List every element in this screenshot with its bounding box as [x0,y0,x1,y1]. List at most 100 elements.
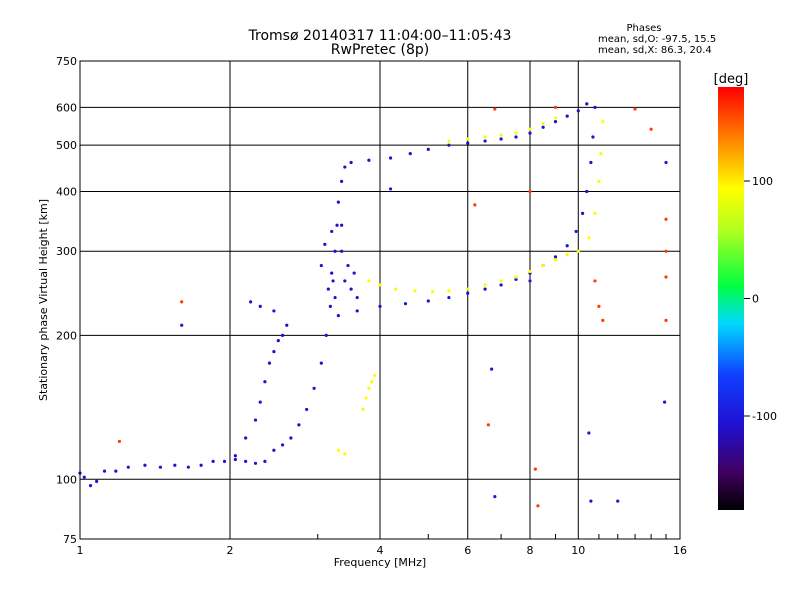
point-F2-O-0 [355,309,359,313]
phases-header: Phases [626,23,661,34]
point-low-E-10 [186,465,190,469]
chart-subtitle: RwPretec (8p) [331,42,429,58]
point-scattered-blue-3 [528,279,532,283]
point-low-E-4 [102,469,107,473]
point-scattered-5 [536,504,540,508]
point-X-low-3 [364,396,368,400]
point-F2-X-11 [541,263,545,268]
point-F2-X-1 [378,283,382,287]
colorbar-tick-label-0: 100 [752,175,773,188]
y-tick-label-6: 600 [56,101,77,114]
point-F1-spread-7 [346,263,350,268]
point-F1-X-3 [499,133,503,137]
point-F1-O-5 [312,386,316,390]
x-axis-ticks: 1 2 4 6 8 10 16 [77,544,688,557]
y-axis-ticks: 75 100 200 300 400 500 600 750 [56,55,77,546]
point-scattered-blue-9 [388,187,393,191]
point-scattered-1 [180,300,184,304]
colorbar [718,87,744,510]
colorbar-tick-label-2: -100 [752,410,777,423]
point-F2-X-3 [413,289,417,293]
point-scattered-10 [649,127,653,131]
plot-frame [79,60,681,540]
data-points [78,102,668,508]
point-F1-spread-1 [323,242,327,247]
point-F1-O-3 [297,423,301,427]
point-F2-O-6 [483,287,487,291]
point-scattered-blue-7 [662,400,667,404]
point-F1-O-6 [319,361,323,365]
point-low-E-13 [222,459,227,463]
point-X-low-6 [372,373,377,377]
y-tick-label-3: 300 [56,245,77,258]
point-F1-spread-10 [336,314,340,318]
point-F1-X-1 [466,137,470,141]
point-low-E-16 [253,461,258,465]
point-low-E-17 [263,459,267,463]
point-E-cusp-5 [267,361,272,365]
point-F2-O-16 [589,160,593,165]
point-scattered-blue-5 [589,499,593,503]
point-low-E-15 [244,459,248,463]
point-F1-spread-11 [355,295,359,300]
point-F1-spread-4 [333,295,337,300]
point-F2-X-16 [593,211,597,215]
point-F2-O-7 [499,283,503,287]
point-F2-X-13 [565,253,569,257]
point-X-low-2 [361,407,365,412]
point-F2-O-5 [466,291,470,295]
point-F1-O-14 [343,165,347,169]
point-scattered-7 [597,304,601,308]
point-F2-O-3 [426,299,430,303]
point-F1-O-1 [280,443,285,447]
point-E-cusp-9 [285,323,289,327]
point-F1-X-0 [447,139,451,143]
point-scattered-8 [601,318,605,322]
point-E-cusp-11 [258,304,262,308]
point-low-E-7 [143,463,147,467]
point-F1-X-7 [553,116,558,120]
point-F1-spread-13 [340,223,344,227]
point-low-E-12 [211,459,215,463]
point-scattered-2 [493,107,497,111]
point-scattered-6 [593,279,597,283]
point-scattered-blue-8 [664,160,668,165]
point-F1-O-29 [576,109,580,113]
point-F2-X-5 [447,289,451,293]
point-scattered-11 [664,217,668,221]
point-low-E-2 [88,484,93,488]
point-E-cusp-6 [272,349,276,354]
colorbar-tick-label-1: 0 [752,293,759,306]
x-tick-label-4: 8 [527,544,534,557]
y-tick-label-5: 500 [56,139,77,152]
point-E-cusp-2 [253,418,258,422]
point-F1-O-0 [272,448,276,452]
point-scattered-blue-1 [490,367,494,371]
point-F1-O-25 [528,131,532,135]
point-F2-O-18 [593,105,597,109]
point-F2-X-19 [601,120,605,124]
point-low-E-5 [114,469,118,473]
point-E-cusp-0 [233,454,237,458]
point-F1-O-20 [447,143,451,147]
x-tick-label-0: 1 [77,544,84,557]
phases-line-o: mean, sd,O: -97.5, 15.5 [598,34,716,45]
point-F1-X-4 [514,131,518,135]
point-low-E-1 [82,475,86,479]
point-E-cusp-3 [258,400,262,404]
grid-lines [80,61,680,539]
point-F2-X-10 [528,269,532,274]
x-tick-label-3: 6 [464,544,471,557]
point-F2-X-7 [483,283,487,287]
point-E-cusp-1 [244,436,248,440]
point-F1-O-13 [340,179,344,183]
point-E-cusp-7 [276,339,280,343]
y-tick-label-0: 75 [63,533,77,546]
point-scattered-17 [473,203,477,207]
point-F2-X-6 [466,287,470,291]
point-F2-O-4 [447,295,451,300]
point-F1-O-12 [336,200,340,204]
point-X-low-4 [367,386,371,390]
point-F2-O-8 [514,277,518,281]
